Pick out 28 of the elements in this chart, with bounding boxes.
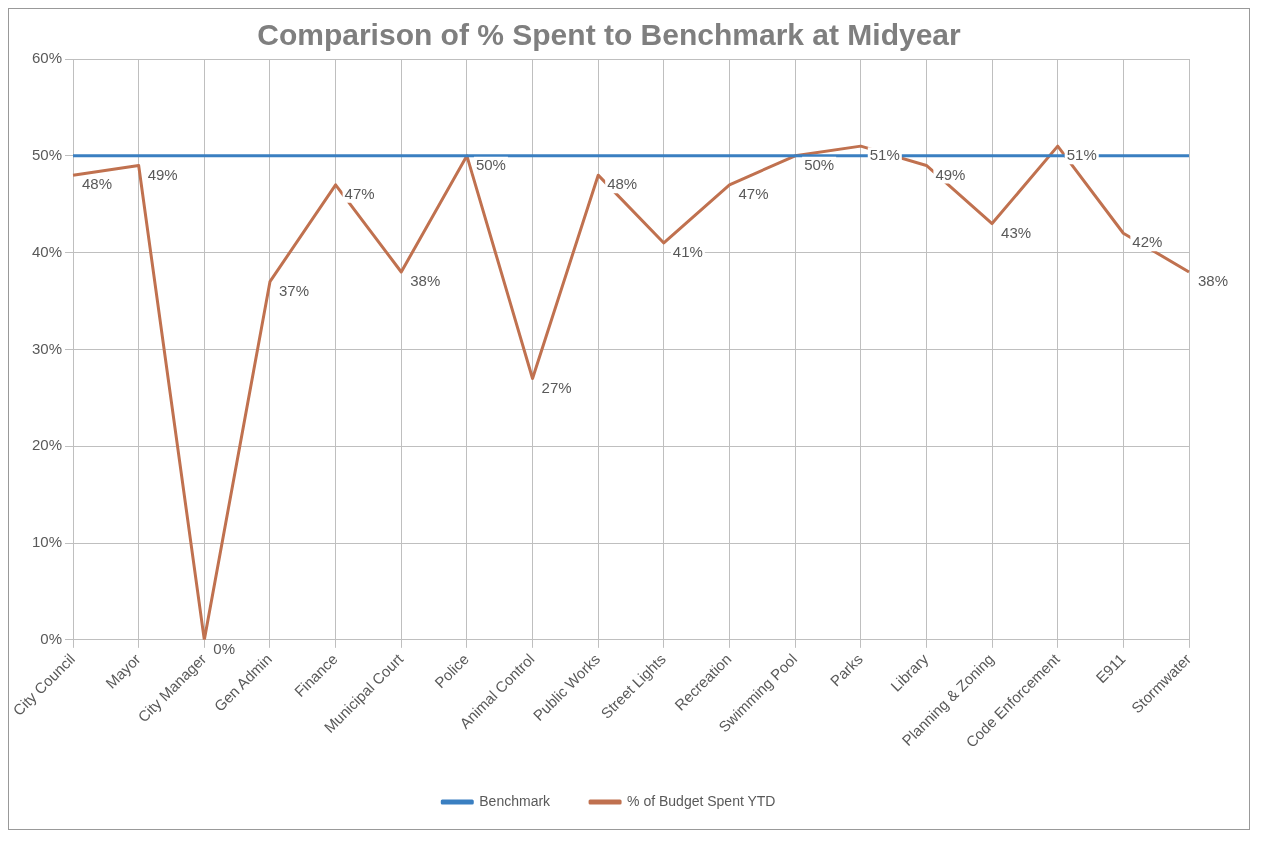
y-tick-label: 30% bbox=[31, 339, 63, 357]
data-label: 41% bbox=[672, 243, 703, 261]
y-tick-label: 60% bbox=[31, 49, 63, 67]
data-label: 47% bbox=[738, 184, 769, 202]
data-label: 48% bbox=[607, 175, 638, 193]
legend-label: Benchmark bbox=[479, 792, 552, 809]
y-tick-label: 40% bbox=[31, 242, 63, 260]
data-label: 38% bbox=[410, 272, 441, 290]
y-tick-label: 20% bbox=[31, 436, 63, 454]
chart-title: Comparison of % Spent to Benchmark at Midyear bbox=[257, 18, 962, 52]
data-label: 50% bbox=[804, 155, 835, 173]
data-label: 49% bbox=[935, 165, 966, 183]
data-label: 47% bbox=[344, 184, 375, 202]
y-tick-label: 10% bbox=[31, 533, 63, 551]
legend-label: % of Budget Spent YTD bbox=[627, 792, 776, 809]
data-label: 42% bbox=[1132, 233, 1163, 251]
data-label: 51% bbox=[869, 146, 900, 164]
data-label: 51% bbox=[1066, 146, 1097, 164]
data-label: 37% bbox=[278, 281, 309, 299]
data-label: 38% bbox=[1198, 272, 1229, 290]
data-label: 48% bbox=[82, 175, 113, 193]
data-label: 27% bbox=[541, 378, 572, 396]
data-label: 50% bbox=[475, 155, 506, 173]
data-label: 0% bbox=[213, 639, 235, 657]
data-label: 49% bbox=[147, 165, 178, 183]
data-label: 43% bbox=[1001, 223, 1032, 241]
y-tick-label: 0% bbox=[40, 629, 63, 647]
y-tick-label: 50% bbox=[31, 145, 63, 163]
